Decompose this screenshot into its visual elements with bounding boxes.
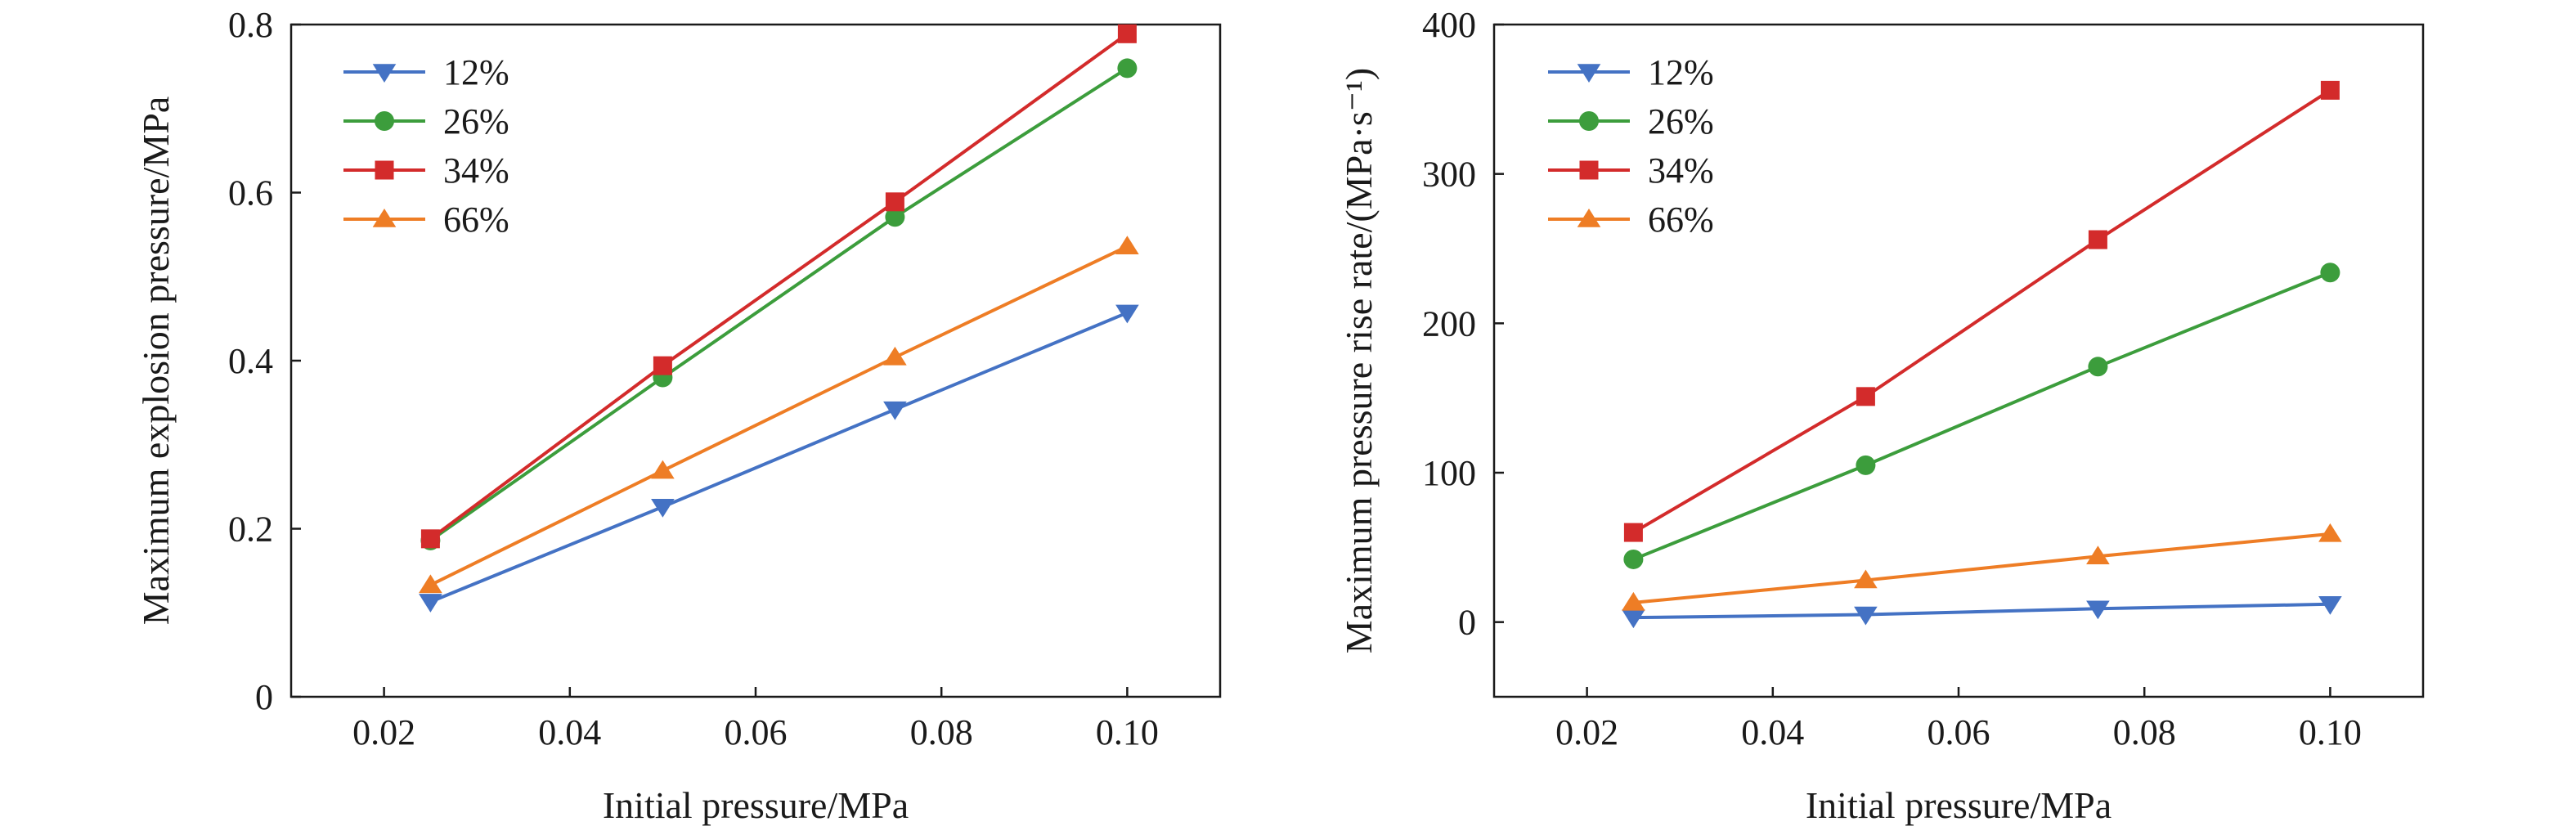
series-26-point (1623, 549, 1644, 569)
series-34-point (653, 356, 672, 375)
series-26-line (429, 66, 1129, 542)
y-tick-label: 100 (1422, 453, 1476, 493)
series-26-point (885, 207, 905, 227)
series-26-point (1117, 58, 1138, 79)
legend-marker (1577, 64, 1601, 83)
legend-marker (375, 111, 394, 131)
y-axis-title: Maximum explosion pressure/MPa (135, 97, 177, 626)
y-tick-label: 0.8 (228, 5, 273, 45)
series-26-point (1856, 455, 1876, 475)
y-axis-title: Maximum pressure rise rate/(MPa·s⁻¹) (1338, 68, 1380, 653)
series-12-point (419, 594, 442, 613)
left-chart: 0.02 0.04 0.06 0.08 0.10 0 0.2 0.4 0.6 0.8 Initial… (135, 5, 1222, 826)
x-tick-label: 0.06 (725, 712, 788, 752)
series-66-line (1633, 532, 2331, 604)
series-26-line (1632, 271, 2331, 561)
y-tick-label: 200 (1422, 303, 1476, 343)
series-66-point (651, 460, 675, 479)
series-34-line (1632, 88, 2331, 534)
series-12-point (883, 401, 907, 420)
right-chart: 0.02 0.04 0.06 0.08 0.10 0 100 200 300 400 Initial… (1338, 5, 2425, 826)
legend-item-26: 26% (343, 101, 509, 141)
legend-marker (1579, 160, 1599, 180)
series-34-point (420, 529, 440, 549)
series-34-point (885, 192, 904, 212)
y-tick-label: 0 (1458, 603, 1476, 643)
x-tick-label: 0.04 (1741, 712, 1804, 752)
y-tick-label: 0 (255, 677, 273, 717)
legend-item-66: 66% (343, 200, 509, 240)
series-12-point (2318, 595, 2342, 615)
legend: 12% 26% 34% 66% (343, 52, 509, 240)
y-tick-label: 300 (1422, 155, 1476, 195)
series-66-point (883, 346, 907, 366)
x-tick-label: 0.10 (2299, 712, 2362, 752)
legend-item-34: 34% (1548, 150, 1714, 191)
legend-label: 34% (1648, 150, 1714, 191)
series-34-point (2320, 80, 2340, 100)
series-12-point (1622, 609, 1645, 629)
legend-marker (372, 64, 397, 83)
x-axis-title: Initial pressure/MPa (603, 784, 909, 826)
legend-item-12: 12% (1548, 52, 1714, 92)
y-tick-label: 400 (1422, 5, 1476, 45)
legend-item-12: 12% (343, 52, 509, 92)
x-tick-label: 0.06 (1928, 712, 1990, 752)
legend-label: 12% (1648, 52, 1714, 92)
legend-label: 12% (443, 52, 509, 92)
legend-label: 26% (443, 101, 509, 141)
y-tick-label: 0.2 (228, 510, 273, 550)
legend-label: 34% (443, 150, 509, 191)
series-12-point (1854, 606, 1878, 626)
legend-label: 26% (1648, 101, 1714, 141)
series-34-line (429, 32, 1129, 541)
series-26-point (2088, 357, 2108, 377)
y-tick-label: 0.4 (228, 341, 273, 381)
series-66-point (2086, 545, 2110, 565)
legend-label: 66% (443, 200, 509, 240)
legend-marker (375, 160, 394, 180)
x-tick-label: 0.08 (2113, 712, 2176, 752)
series-34-point (1117, 24, 1137, 43)
series-66-line (429, 245, 1129, 587)
series-12-point (2086, 600, 2110, 620)
legend-item-34: 34% (343, 150, 509, 191)
legend: 12% 26% 34% 66% (1548, 52, 1714, 240)
series-66-point (1854, 569, 1878, 589)
series-12-line (1633, 602, 2331, 620)
series-34-point (2088, 230, 2107, 249)
series-34-point (1623, 523, 1643, 542)
series-66-point (2318, 523, 2342, 542)
series-12-point (1115, 304, 1139, 324)
legend-marker (372, 209, 397, 227)
series-26-point (2320, 263, 2340, 283)
x-tick-label: 0.08 (910, 712, 973, 752)
series-12-point (651, 499, 675, 518)
legend-item-26: 26% (1548, 101, 1714, 141)
x-tick-label: 0.02 (352, 712, 415, 752)
series-66-point (1622, 591, 1645, 611)
legend-label: 66% (1648, 200, 1714, 240)
y-tick-label: 0.6 (228, 173, 273, 213)
legend-marker (1577, 209, 1601, 227)
legend-marker (1579, 111, 1599, 131)
series-34-point (1856, 387, 1875, 406)
x-axis-title: Initial pressure/MPa (1806, 784, 2112, 826)
legend-item-66: 66% (1548, 200, 1714, 240)
x-tick-label: 0.10 (1096, 712, 1159, 752)
series-66-point (419, 574, 442, 594)
x-tick-label: 0.02 (1555, 712, 1618, 752)
series-12-line (429, 311, 1129, 604)
series-66-point (1115, 236, 1139, 255)
x-tick-label: 0.04 (538, 712, 601, 752)
